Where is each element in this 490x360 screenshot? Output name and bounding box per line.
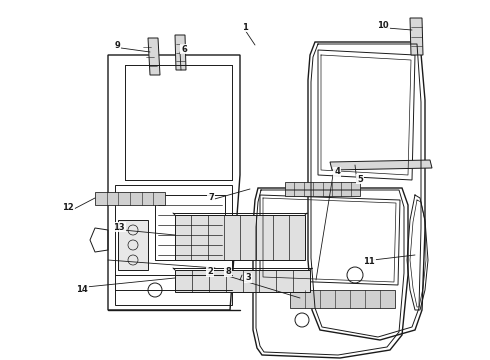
Text: 12: 12 bbox=[62, 202, 74, 211]
Text: 7: 7 bbox=[208, 193, 214, 202]
Text: 4: 4 bbox=[334, 167, 340, 176]
Polygon shape bbox=[410, 18, 423, 55]
Bar bbox=[290, 290, 395, 308]
Bar bbox=[175, 215, 305, 260]
Polygon shape bbox=[148, 38, 160, 75]
Polygon shape bbox=[330, 160, 432, 170]
Bar bbox=[175, 270, 310, 292]
Text: 3: 3 bbox=[245, 274, 251, 283]
Text: 11: 11 bbox=[363, 257, 375, 266]
Text: 14: 14 bbox=[76, 285, 88, 294]
Polygon shape bbox=[118, 220, 148, 270]
Text: 6: 6 bbox=[181, 45, 187, 54]
Text: 1: 1 bbox=[242, 22, 248, 31]
Text: 10: 10 bbox=[377, 21, 389, 30]
Bar bbox=[95, 192, 165, 205]
Text: 5: 5 bbox=[357, 175, 363, 184]
Polygon shape bbox=[175, 35, 186, 70]
Text: 2: 2 bbox=[207, 267, 213, 276]
Bar bbox=[285, 182, 360, 196]
Text: 13: 13 bbox=[113, 222, 125, 231]
Text: 9: 9 bbox=[114, 40, 120, 49]
Text: 8: 8 bbox=[225, 267, 231, 276]
